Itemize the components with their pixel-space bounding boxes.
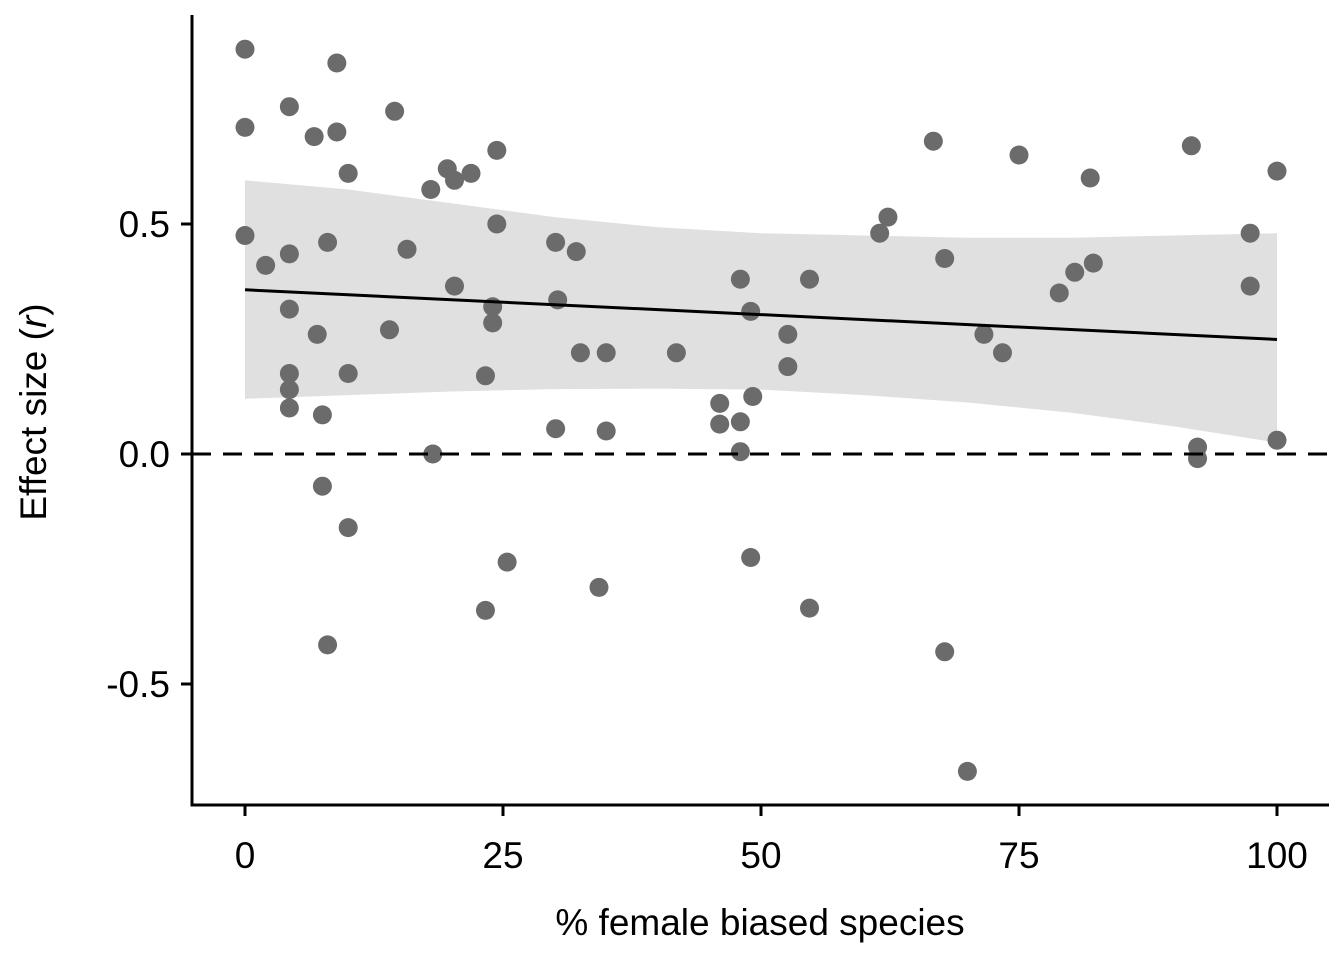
points-layer [235, 39, 1287, 781]
data-point [546, 419, 566, 439]
data-point [957, 761, 977, 781]
data-point [318, 635, 338, 655]
data-point [497, 552, 517, 572]
data-point [870, 223, 890, 243]
data-point [710, 414, 730, 434]
data-point [338, 163, 358, 183]
data-point [596, 343, 616, 363]
data-point [279, 97, 299, 117]
data-point [338, 364, 358, 383]
data-point [444, 276, 464, 296]
data-point [235, 117, 255, 137]
data-point [423, 444, 443, 464]
trend-layer [244, 288, 1278, 341]
data-point [730, 412, 750, 432]
data-point [279, 380, 299, 400]
data-point [304, 127, 324, 147]
x-tick-label: 0 [235, 835, 256, 876]
data-point [1267, 161, 1287, 181]
data-point [1009, 145, 1029, 165]
data-point [974, 324, 994, 344]
confidence-band [245, 180, 1277, 443]
data-point [741, 301, 761, 321]
data-point [935, 642, 955, 662]
data-point [666, 343, 686, 363]
y-axis-title-italic: r [13, 314, 54, 328]
data-point [596, 421, 616, 441]
data-point [379, 320, 399, 340]
data-point [444, 170, 464, 190]
data-point [279, 244, 299, 264]
data-point [923, 131, 943, 151]
data-point [1188, 449, 1208, 469]
data-point [741, 548, 761, 567]
data-point [279, 299, 299, 319]
data-point [235, 39, 255, 59]
data-point [461, 163, 481, 183]
x-tick-label: 100 [1246, 835, 1308, 876]
data-point [318, 232, 338, 252]
confidence-band-layer [245, 180, 1277, 443]
data-point [312, 476, 332, 496]
data-point [487, 214, 507, 234]
data-point [475, 600, 495, 620]
data-point [878, 207, 898, 227]
data-point [338, 518, 358, 538]
data-point [566, 242, 586, 262]
data-point [710, 393, 730, 413]
ticks-layer: 0 25 50 75 100 -0.5 0.0 0.5 [106, 204, 1308, 876]
data-point [421, 180, 441, 199]
data-point [800, 269, 820, 289]
data-point [397, 239, 417, 259]
data-point [1080, 168, 1100, 188]
data-point [546, 232, 566, 252]
data-point [730, 269, 750, 289]
data-point [1240, 276, 1260, 296]
data-point [256, 255, 276, 275]
data-point [778, 324, 798, 344]
data-point [743, 387, 763, 406]
data-point [1049, 283, 1069, 303]
data-point [935, 249, 955, 268]
x-tick-label: 25 [482, 835, 523, 876]
data-point [279, 364, 299, 383]
data-point [475, 366, 495, 386]
data-point [327, 122, 347, 142]
data-point [307, 324, 327, 344]
data-point [800, 598, 820, 618]
x-axis-title: % female biased species [555, 902, 964, 943]
data-point [235, 226, 255, 245]
y-axis-title: Effect size (r) [13, 303, 54, 520]
y-axis-title-main: Effect size ( [13, 327, 54, 520]
data-point [570, 343, 590, 363]
data-point [1267, 430, 1287, 450]
y-tick-label: -0.5 [106, 664, 170, 705]
data-point [730, 442, 750, 462]
x-tick-label: 50 [740, 835, 781, 876]
y-tick-label: 0.5 [119, 204, 170, 245]
data-point [589, 577, 609, 597]
data-point [279, 398, 299, 418]
data-point [312, 405, 332, 425]
data-point [1065, 262, 1085, 282]
data-point [992, 343, 1012, 363]
data-point [327, 53, 347, 73]
y-tick-label: 0.0 [119, 434, 170, 475]
trend-line [244, 288, 1278, 341]
y-axis-title-end: ) [13, 303, 54, 315]
data-point [778, 357, 798, 377]
data-point [1083, 253, 1103, 273]
data-point [1240, 223, 1260, 243]
data-point [487, 140, 507, 160]
data-point [1181, 136, 1201, 156]
x-tick-label: 75 [998, 835, 1039, 876]
data-point [385, 101, 405, 121]
data-point [483, 313, 503, 333]
